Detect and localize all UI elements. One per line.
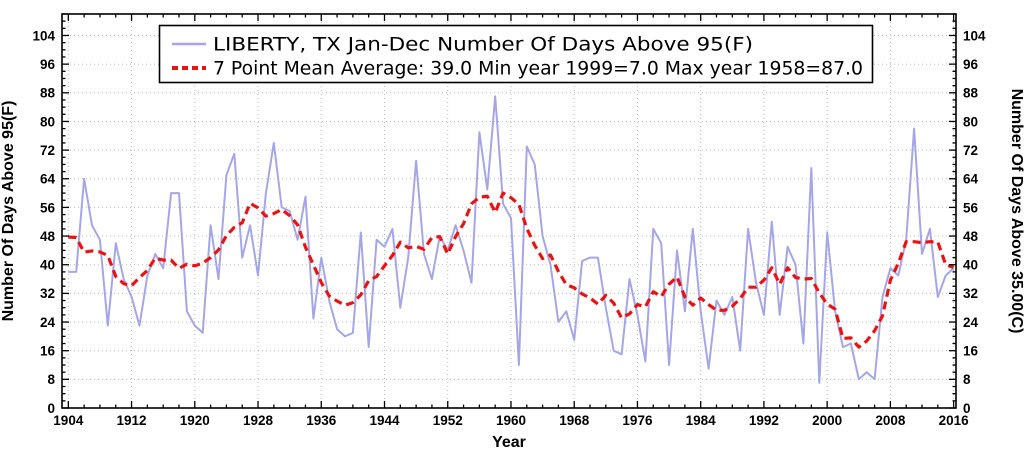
- y-tick-label-left: 96: [40, 57, 56, 72]
- y-tick-label-right: 72: [963, 143, 978, 158]
- legend-entry-annual-label: LIBERTY, TX Jan-Dec Number Of Days Above…: [213, 35, 753, 56]
- series-lines: [68, 95, 955, 384]
- y-axis-left-title: Number Of Days Above 95(F): [0, 101, 17, 322]
- x-tick-label: 2016: [939, 413, 970, 428]
- x-tick-label: 2008: [875, 413, 906, 428]
- y-tick-label-right: 80: [963, 114, 978, 129]
- x-tick-label: 1920: [180, 413, 210, 428]
- y-tick-label-right: 24: [963, 315, 979, 330]
- y-tick-label-left: 72: [40, 143, 55, 158]
- x-tick-label: 2000: [812, 413, 842, 428]
- annual-series-line: [68, 95, 955, 384]
- y-axis-right-title: Number Of Days Above 35.00(C): [1008, 89, 1024, 334]
- plot-frame: [61, 13, 957, 409]
- y-tick-label-left: 64: [40, 172, 56, 187]
- y-tick-label-left: 8: [47, 372, 55, 387]
- y-tick-label-left: 48: [40, 229, 56, 244]
- y-tick-label-right: 88: [963, 86, 979, 101]
- y-tick-label-right: 40: [963, 258, 978, 273]
- x-tick-label: 1904: [53, 413, 84, 428]
- y-tick-label-right: 8: [963, 372, 971, 387]
- y-tick-label-right: 16: [963, 344, 979, 359]
- x-tick-label: 1912: [117, 413, 147, 428]
- y-tick-label-right: 56: [963, 200, 979, 215]
- y-tick-label-right: 48: [963, 229, 979, 244]
- legend-box: [158, 24, 874, 84]
- x-tick-label: 1984: [686, 413, 717, 428]
- x-tick-label: 1944: [369, 413, 400, 428]
- x-axis-title: Year: [492, 434, 526, 451]
- y-tick-label-left: 0: [47, 401, 55, 416]
- x-tick-label: 1976: [622, 413, 653, 428]
- legend: LIBERTY, TX Jan-Dec Number Of Days Above…: [158, 24, 874, 84]
- x-tick-label: 1952: [433, 413, 463, 428]
- legend-entry-mean-label: 7 Point Mean Average: 39.0 Min year 1999…: [213, 59, 863, 80]
- x-tick-label: 1968: [559, 413, 590, 428]
- y-tick-label-left: 104: [32, 28, 55, 43]
- x-tick-label: 1960: [496, 413, 526, 428]
- y-tick-label-left: 80: [40, 114, 55, 129]
- mean-series-line: [68, 191, 955, 349]
- y-tick-label-right: 32: [963, 286, 978, 301]
- y-tick-label-left: 32: [40, 286, 55, 301]
- tick-labels: 0 8 16 24 32 40 48 56 64 72 80 88 96 104 0 8 16 24 32 40 48 5…: [32, 28, 986, 428]
- x-tick-label: 1928: [243, 413, 274, 428]
- y-tick-label-left: 40: [40, 258, 55, 273]
- y-tick-label-left: 88: [40, 86, 56, 101]
- y-tick-label-left: 24: [40, 315, 56, 330]
- x-tick-label: 1936: [306, 413, 337, 428]
- y-tick-label-right: 96: [963, 57, 979, 72]
- y-tick-label-left: 56: [40, 200, 56, 215]
- y-tick-label-right: 104: [963, 28, 986, 43]
- y-tick-label-right: 64: [963, 172, 979, 187]
- x-tick-label: 1992: [749, 413, 779, 428]
- y-tick-label-left: 16: [40, 344, 56, 359]
- y-tick-label-right: 0: [963, 401, 971, 416]
